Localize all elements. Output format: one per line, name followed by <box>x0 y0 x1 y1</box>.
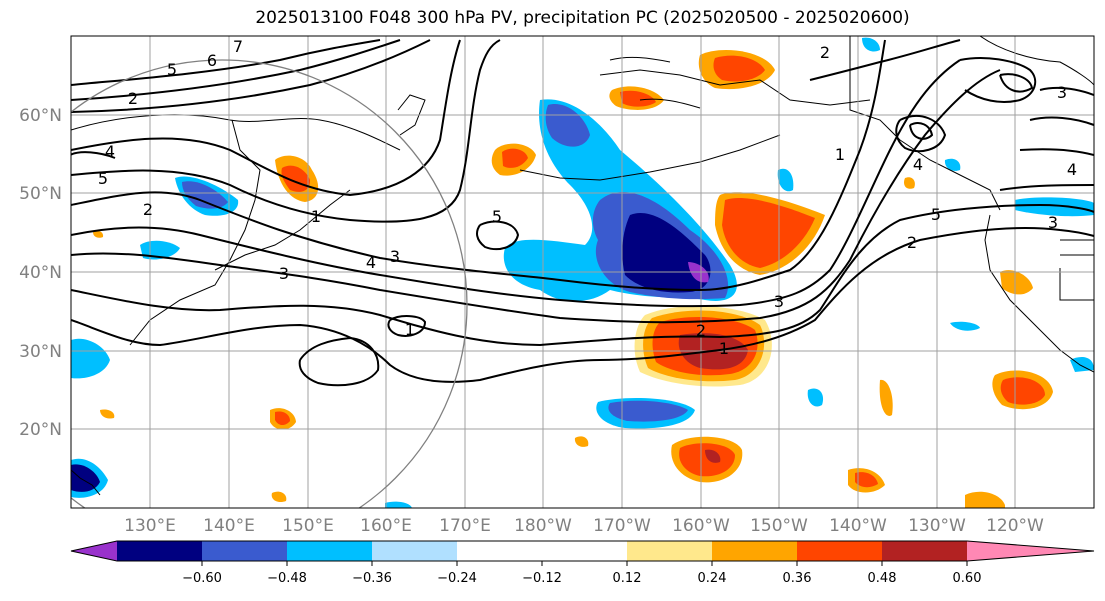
radius-circle <box>71 59 468 508</box>
contour-label: 5 <box>492 207 502 226</box>
contour-label: 2 <box>907 233 917 252</box>
colorbar-tick-label: −0.48 <box>267 571 307 586</box>
lat-label: 20°N <box>19 420 62 440</box>
contour-label: 6 <box>207 51 217 70</box>
longitude-labels: 130°E 140°E 150°E 160°E 170°E 180°W 170°… <box>124 516 1044 536</box>
colorbar-tick-label: 0.12 <box>613 571 642 586</box>
colorbar-tick-label: 0.48 <box>868 571 897 586</box>
contour-label: 4 <box>105 142 115 161</box>
colorbar-segment <box>712 541 797 561</box>
coastlines <box>71 36 1094 496</box>
precip-anomaly-fields <box>71 37 1094 508</box>
map-content: 7 6 5 2 4 5 2 1 3 4 3 5 1 2 1 3 2 3 1 4 … <box>71 36 1094 508</box>
contour-label: 1 <box>835 145 845 164</box>
colorbar-segment <box>117 541 202 561</box>
colorbar-segment <box>967 541 1094 561</box>
lat-label: 30°N <box>19 342 62 362</box>
colorbar: −0.60 −0.48 −0.36 −0.24 −0.12 0.12 0.24 … <box>70 540 1095 586</box>
colorbar-tick-label: −0.60 <box>182 571 222 586</box>
contour-label: 3 <box>774 292 784 311</box>
colorbar-tick-label: 0.24 <box>698 571 727 586</box>
lat-label: 40°N <box>19 263 62 283</box>
contour-label: 2 <box>820 43 830 62</box>
contour-label: 4 <box>913 155 923 174</box>
colorbar-segment <box>457 541 542 561</box>
colorbar-segment <box>627 541 712 561</box>
contour-label: 4 <box>366 253 376 272</box>
contour-label: 2 <box>143 200 153 219</box>
contour-label: 1 <box>311 207 321 226</box>
lon-label: 130°E <box>124 516 176 536</box>
contour-label: 2 <box>128 89 138 108</box>
colorbar-segment <box>202 541 287 561</box>
colorbar-tick-label: 0.60 <box>953 571 982 586</box>
map-title: 2025013100 F048 300 hPa PV, precipitatio… <box>255 8 910 28</box>
contour-label: 7 <box>233 37 243 56</box>
contour-label: 4 <box>1067 160 1077 179</box>
pv-contour-labels: 7 6 5 2 4 5 2 1 3 4 3 5 1 2 1 3 2 3 1 4 … <box>98 37 1077 358</box>
lat-label: 50°N <box>19 184 62 204</box>
latitude-labels: 20°N 30°N 40°N 50°N 60°N <box>19 106 62 440</box>
lon-label: 150°W <box>750 516 808 536</box>
contour-label: 3 <box>1048 213 1058 232</box>
lon-label: 160°E <box>360 516 412 536</box>
colorbar-segment <box>882 541 967 561</box>
contour-label: 5 <box>931 205 941 224</box>
lon-label: 180°W <box>514 516 572 536</box>
colorbar-tick-label: 0.36 <box>783 571 812 586</box>
colorbar-tick-label: −0.12 <box>522 571 562 586</box>
lat-label: 60°N <box>19 106 62 126</box>
contour-label: 5 <box>98 169 108 188</box>
colorbar-tick-label: −0.24 <box>437 571 477 586</box>
colorbar-segment <box>372 541 457 561</box>
lon-label: 170°W <box>593 516 651 536</box>
lon-label: 140°W <box>829 516 887 536</box>
colorbar-outline <box>70 540 1095 562</box>
contour-label: 3 <box>1057 83 1067 102</box>
map-frame <box>70 35 1095 509</box>
lon-label: 150°E <box>282 516 334 536</box>
contour-label: 3 <box>390 247 400 266</box>
lon-label: 120°W <box>986 516 1044 536</box>
lon-label: 160°W <box>672 516 730 536</box>
lon-label: 130°W <box>908 516 966 536</box>
graticule <box>71 36 1094 508</box>
colorbar-segment <box>542 541 627 561</box>
contour-label: 2 <box>696 321 706 340</box>
contour-label: 1 <box>405 320 415 339</box>
lon-label: 170°E <box>439 516 491 536</box>
contour-label: 5 <box>167 60 177 79</box>
colorbar-segment <box>71 541 117 561</box>
colorbar-segment <box>797 541 882 561</box>
contour-label: 3 <box>279 264 289 283</box>
pv-contours <box>71 39 1094 387</box>
lon-label: 140°E <box>203 516 255 536</box>
contour-label: 1 <box>719 339 729 358</box>
colorbar-tick-label: −0.36 <box>352 571 392 586</box>
colorbar-segment <box>287 541 372 561</box>
